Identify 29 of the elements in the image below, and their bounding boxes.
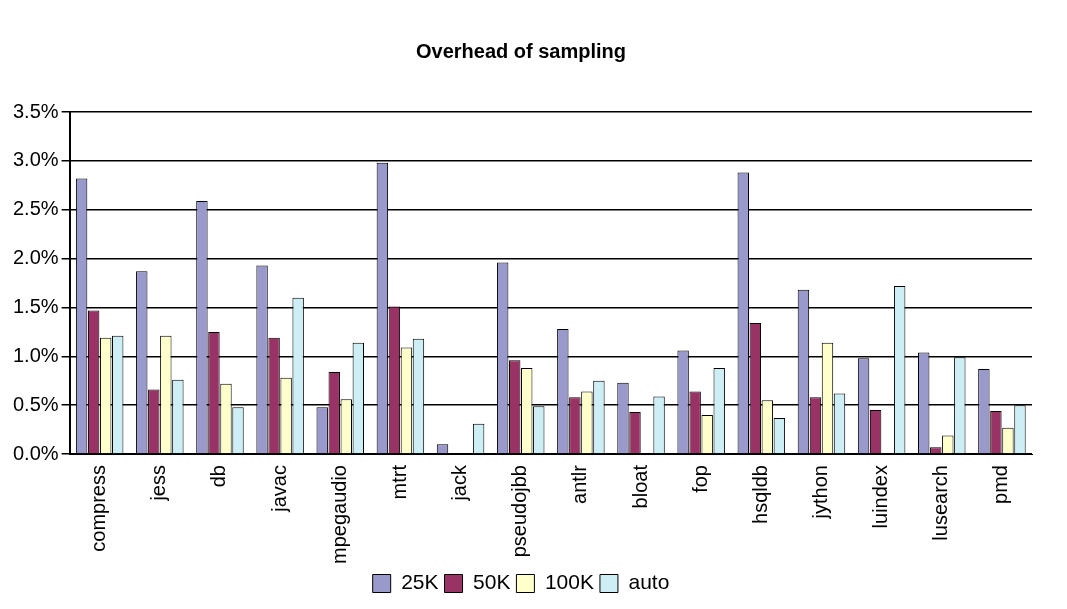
y-tick-label: 2.0% [12, 246, 59, 269]
chart-title: Overhead of sampling [415, 39, 627, 62]
legend-label: 25K [401, 570, 439, 594]
x-tick-label: compress [87, 465, 110, 552]
x-tick-label: javac [267, 465, 290, 513]
legend-label: auto [628, 570, 670, 594]
x-tick-label: jython [808, 465, 831, 520]
x-tick-label: hsqldb [748, 465, 771, 524]
y-tick-label: 1.5% [12, 294, 59, 317]
x-tick-label: jack [448, 464, 471, 502]
y-tick-label: 3.5% [12, 99, 59, 122]
x-tick-label: jess [147, 465, 170, 502]
legend-label: 100K [544, 570, 594, 594]
y-tick-label: 1.0% [12, 343, 59, 366]
x-tick-label: lusearch [929, 465, 952, 541]
x-tick-label: pseudojbb [508, 465, 531, 558]
x-tick-label: pmd [989, 465, 1012, 504]
x-tick-label: mpegaudio [327, 465, 350, 564]
x-tick-label: mtrt [387, 464, 410, 500]
x-tick-label: fop [688, 465, 711, 493]
x-tick-label: bloat [628, 464, 651, 509]
y-tick-label: 0.5% [12, 392, 59, 415]
x-tick-label: antlr [568, 464, 591, 504]
y-tick-label: 0.0% [12, 441, 59, 464]
x-tick-label: db [207, 465, 230, 488]
y-tick-label: 2.5% [12, 197, 59, 220]
x-tick-label: luindex [869, 465, 892, 529]
legend-label: 50K [473, 570, 511, 594]
y-tick-label: 3.0% [12, 148, 59, 171]
